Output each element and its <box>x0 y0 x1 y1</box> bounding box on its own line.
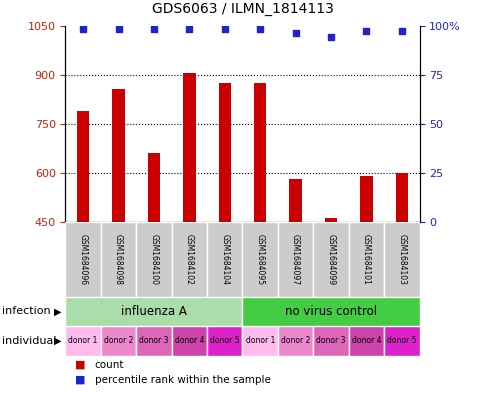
Text: GSM1684102: GSM1684102 <box>184 234 194 285</box>
Bar <box>348 326 383 356</box>
Bar <box>101 222 136 297</box>
Text: donor 5: donor 5 <box>210 336 239 345</box>
Point <box>397 28 405 35</box>
Bar <box>277 222 313 297</box>
Point <box>256 26 263 33</box>
Bar <box>242 297 419 326</box>
Point <box>185 26 193 33</box>
Text: GSM1684097: GSM1684097 <box>290 234 300 285</box>
Bar <box>313 222 348 297</box>
Text: individual: individual <box>2 336 57 346</box>
Point <box>291 30 299 37</box>
Point <box>114 26 122 33</box>
Text: GSM1684098: GSM1684098 <box>114 234 123 285</box>
Text: donor 5: donor 5 <box>386 336 416 345</box>
Text: no virus control: no virus control <box>285 305 376 318</box>
Text: donor 4: donor 4 <box>351 336 380 345</box>
Bar <box>183 73 195 222</box>
Text: donor 1: donor 1 <box>68 336 98 345</box>
Bar <box>313 326 348 356</box>
Text: infection: infection <box>2 307 51 316</box>
Bar <box>242 222 277 297</box>
Bar <box>148 153 160 222</box>
Bar <box>207 222 242 297</box>
Bar <box>101 326 136 356</box>
Bar <box>65 297 242 326</box>
Text: percentile rank within the sample: percentile rank within the sample <box>94 375 270 385</box>
Text: ■: ■ <box>75 375 86 385</box>
Bar <box>324 218 336 222</box>
Bar <box>277 326 313 356</box>
Text: donor 4: donor 4 <box>174 336 204 345</box>
Bar <box>289 180 301 222</box>
Point <box>220 26 228 33</box>
Text: donor 2: donor 2 <box>280 336 310 345</box>
Bar <box>383 326 419 356</box>
Point <box>326 34 334 40</box>
Bar <box>242 326 277 356</box>
Text: GDS6063 / ILMN_1814113: GDS6063 / ILMN_1814113 <box>151 2 333 16</box>
Text: ▶: ▶ <box>54 307 62 316</box>
Bar <box>360 176 372 222</box>
Bar <box>383 222 419 297</box>
Point <box>79 26 87 33</box>
Text: GSM1684104: GSM1684104 <box>220 234 229 285</box>
Bar <box>395 173 407 222</box>
Text: GSM1684100: GSM1684100 <box>149 234 158 285</box>
Bar <box>254 83 266 222</box>
Bar <box>207 326 242 356</box>
Text: GSM1684103: GSM1684103 <box>396 234 406 285</box>
Point <box>362 28 369 35</box>
Text: ■: ■ <box>75 360 86 370</box>
Text: GSM1684101: GSM1684101 <box>361 234 370 285</box>
Point <box>150 26 157 33</box>
Text: donor 3: donor 3 <box>139 336 168 345</box>
Text: GSM1684096: GSM1684096 <box>78 234 88 285</box>
Text: donor 2: donor 2 <box>104 336 133 345</box>
Text: donor 3: donor 3 <box>316 336 345 345</box>
Bar <box>112 89 124 222</box>
Bar <box>171 326 207 356</box>
Text: GSM1684099: GSM1684099 <box>326 234 335 285</box>
Text: count: count <box>94 360 124 370</box>
Bar <box>77 111 89 222</box>
Text: GSM1684095: GSM1684095 <box>255 234 264 285</box>
Bar <box>136 326 171 356</box>
Text: ▶: ▶ <box>54 336 62 346</box>
Bar <box>348 222 383 297</box>
Text: donor 1: donor 1 <box>245 336 274 345</box>
Bar <box>65 326 101 356</box>
Bar <box>171 222 207 297</box>
Bar <box>218 83 230 222</box>
Text: influenza A: influenza A <box>121 305 186 318</box>
Bar <box>136 222 171 297</box>
Bar <box>65 222 101 297</box>
